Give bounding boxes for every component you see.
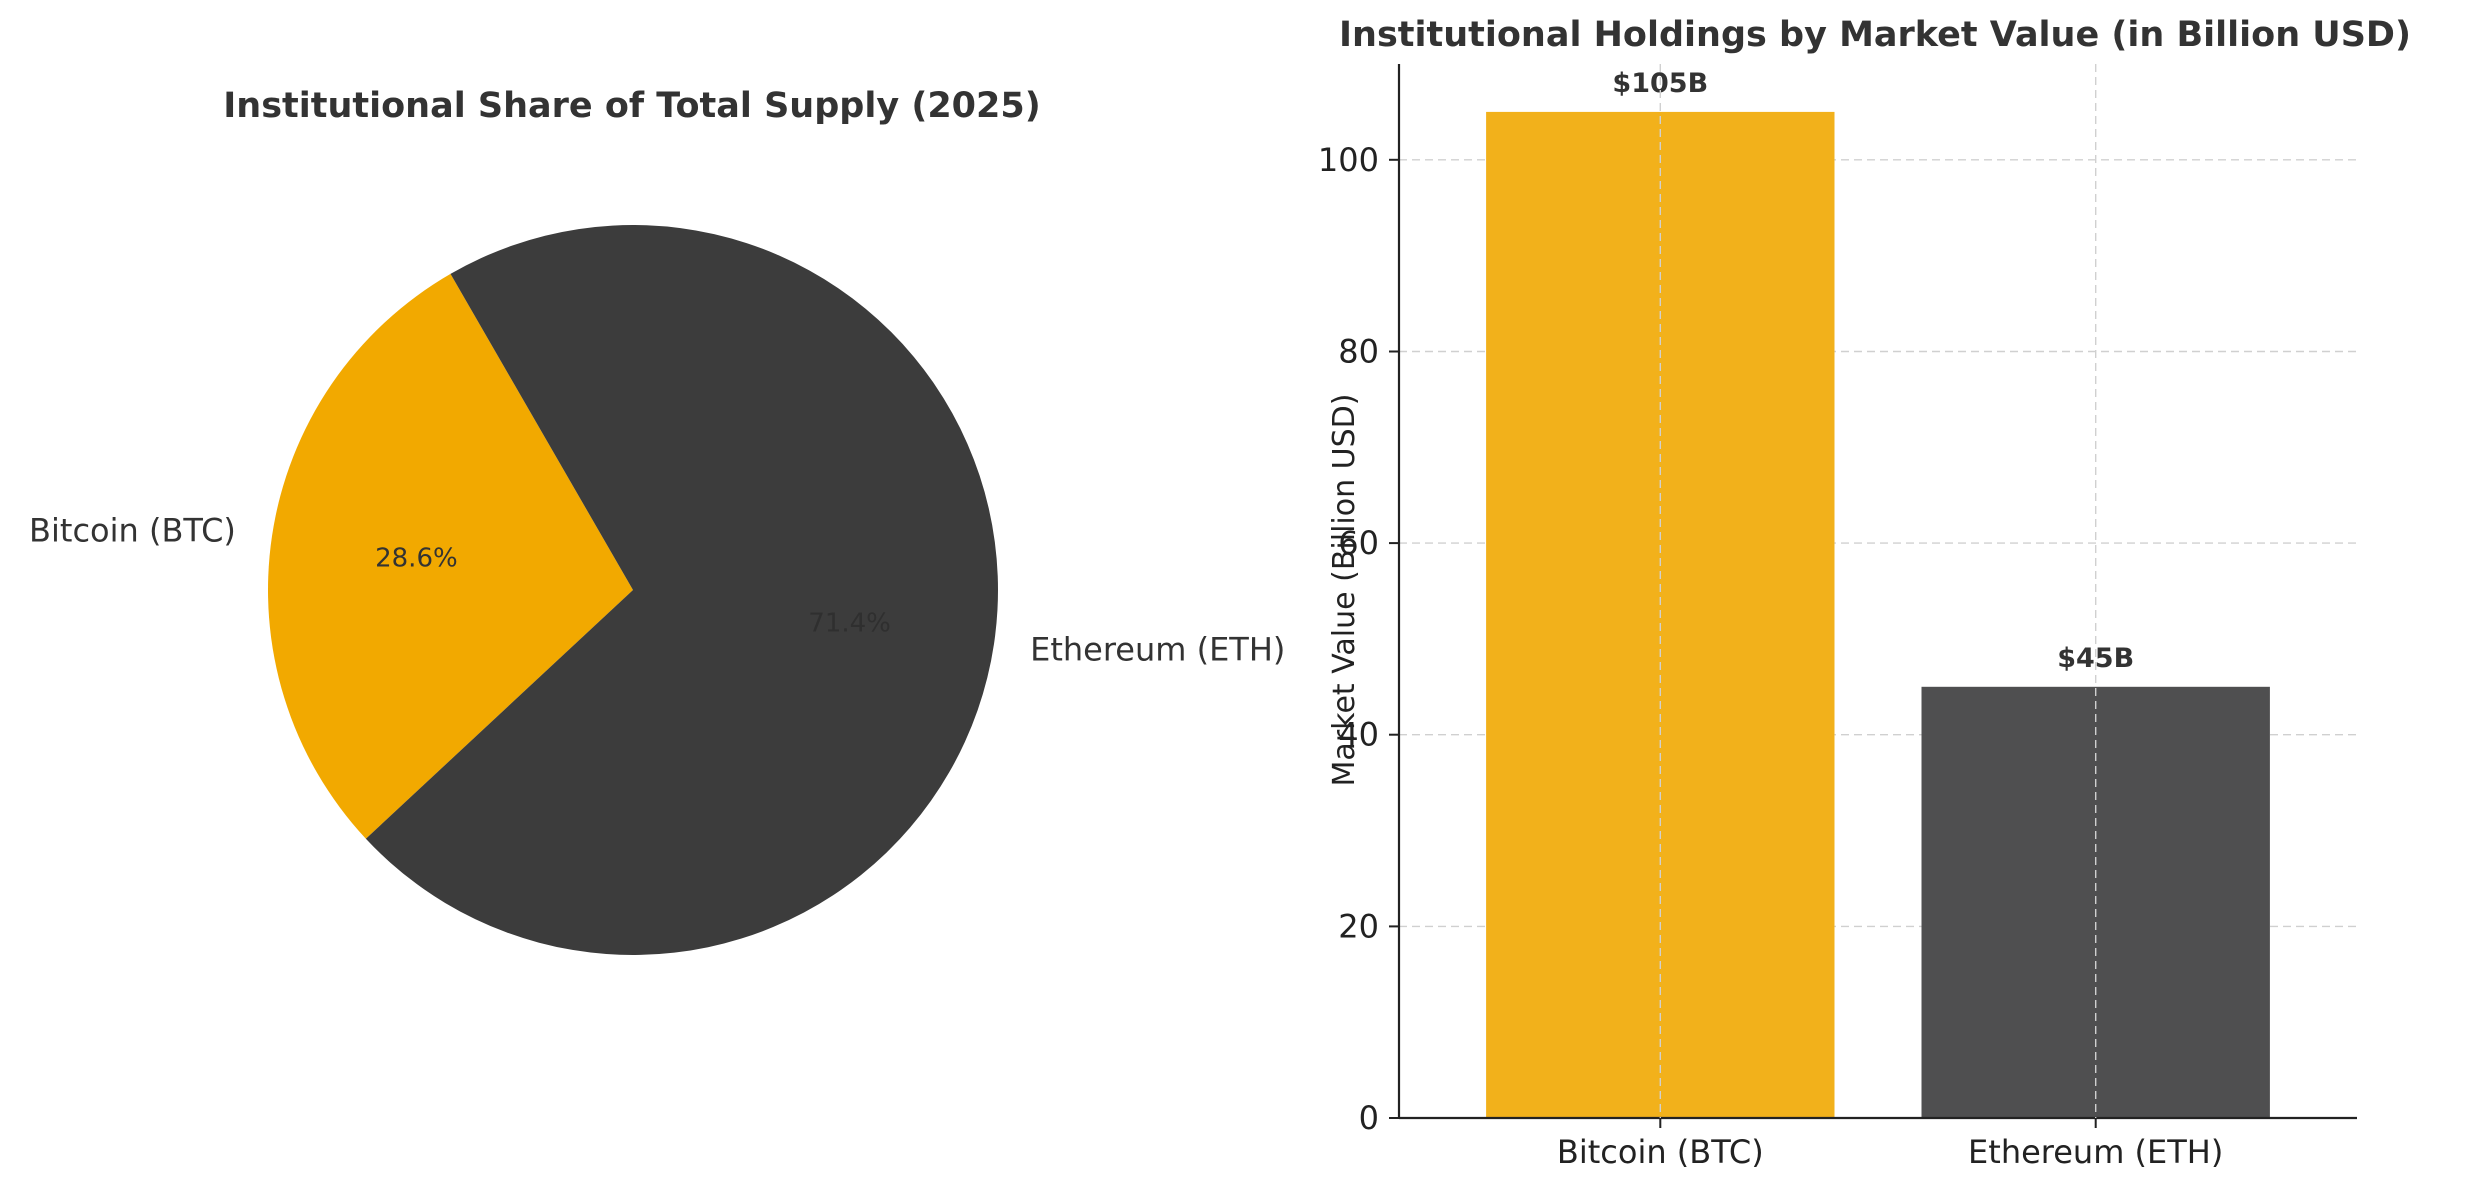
bar-chart: Institutional Holdings by Market Value (… [1318,15,2411,1171]
y-tick-label: 100 [1318,141,1379,179]
bar-y-ticks: 0 20 40 60 80 100 [1318,141,1399,1137]
pie-slice-ethereum-eth [365,224,998,955]
pie-chart: Institutional Share of Total Supply (202… [29,86,1285,955]
pie-texts: Bitcoin (BTC) 28.6% Ethereum (ETH) 71.4% [29,512,1285,669]
y-tick-label: 20 [1338,907,1379,945]
pie-slices [267,224,998,955]
bar-axes [1397,64,2357,1120]
pie-percent-bitcoin-btc: 28.6% [375,544,458,574]
bar-y-axis-label: Market Value (Billion USD) [1327,394,1362,787]
y-tick-label: 40 [1338,716,1379,754]
bar-bars [1486,111,2270,1118]
y-tick-label: 60 [1338,524,1379,562]
pie-label-ethereum-eth: Ethereum (ETH) [1030,631,1285,669]
y-tick-label: 0 [1359,1099,1379,1137]
pie-percent-ethereum-eth: 71.4% [808,608,891,638]
pie-slice-bitcoin-btc [267,273,633,839]
bar-x-ticks: Bitcoin (BTC) Ethereum (ETH) [1557,1118,2223,1171]
x-tick-label-ethereum-eth: Ethereum (ETH) [1968,1133,2223,1171]
bar-chart-title: Institutional Holdings by Market Value (… [1339,15,2411,55]
x-tick-label-bitcoin-btc: Bitcoin (BTC) [1557,1133,1764,1171]
y-tick-label: 80 [1338,333,1379,371]
pie-chart-title: Institutional Share of Total Supply (202… [223,86,1040,126]
pie-label-bitcoin-btc: Bitcoin (BTC) [29,512,236,550]
